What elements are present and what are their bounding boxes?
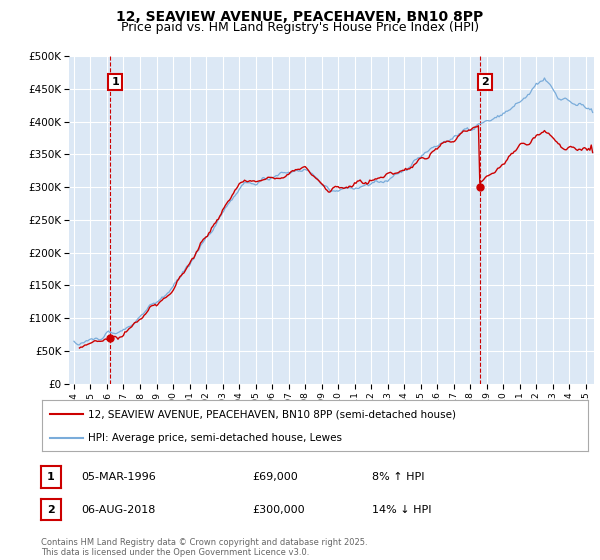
Text: HPI: Average price, semi-detached house, Lewes: HPI: Average price, semi-detached house,…: [88, 433, 343, 443]
Text: 2: 2: [47, 505, 55, 515]
Text: Price paid vs. HM Land Registry's House Price Index (HPI): Price paid vs. HM Land Registry's House …: [121, 21, 479, 34]
Text: 1: 1: [112, 77, 119, 87]
Text: £300,000: £300,000: [252, 505, 305, 515]
Text: 12, SEAVIEW AVENUE, PEACEHAVEN, BN10 8PP: 12, SEAVIEW AVENUE, PEACEHAVEN, BN10 8PP: [116, 10, 484, 24]
Text: 2: 2: [481, 77, 489, 87]
Text: £69,000: £69,000: [252, 472, 298, 482]
Text: 06-AUG-2018: 06-AUG-2018: [81, 505, 155, 515]
Text: Contains HM Land Registry data © Crown copyright and database right 2025.
This d: Contains HM Land Registry data © Crown c…: [41, 538, 367, 557]
Text: 14% ↓ HPI: 14% ↓ HPI: [372, 505, 431, 515]
Text: 05-MAR-1996: 05-MAR-1996: [81, 472, 156, 482]
Text: 8% ↑ HPI: 8% ↑ HPI: [372, 472, 425, 482]
Text: 1: 1: [47, 472, 55, 482]
Text: 12, SEAVIEW AVENUE, PEACEHAVEN, BN10 8PP (semi-detached house): 12, SEAVIEW AVENUE, PEACEHAVEN, BN10 8PP…: [88, 409, 457, 419]
